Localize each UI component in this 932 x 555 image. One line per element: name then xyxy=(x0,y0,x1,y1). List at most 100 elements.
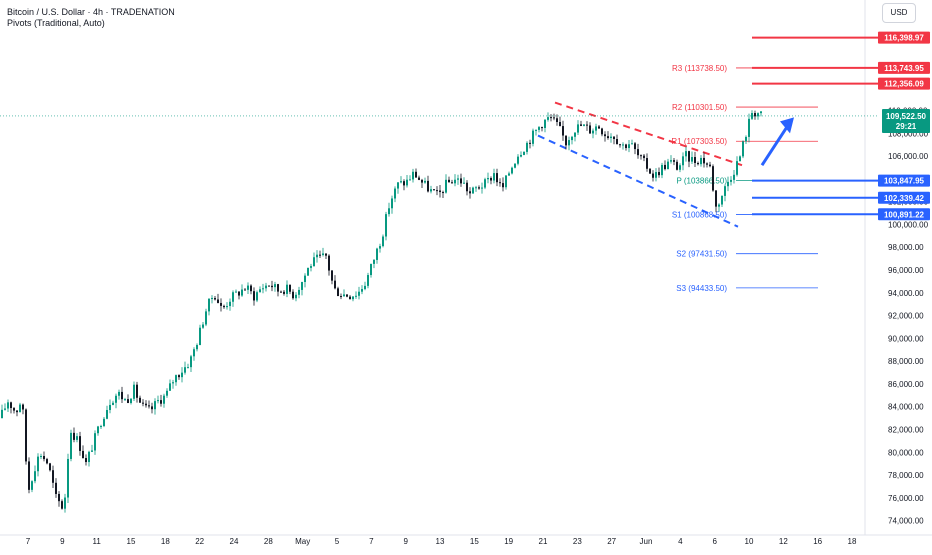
x-tick-label: May xyxy=(295,537,310,546)
candle-body xyxy=(760,111,762,114)
candle-body xyxy=(151,406,153,410)
candle-body xyxy=(427,180,429,192)
y-tick-label: 94,000.00 xyxy=(888,289,924,298)
candle-body xyxy=(712,166,714,191)
candle-body xyxy=(562,126,564,136)
candle-body xyxy=(385,214,387,237)
candle-body xyxy=(169,383,171,391)
candle-body xyxy=(484,179,486,188)
level-price-tag-label: 102,339.42 xyxy=(884,194,925,203)
candle-body xyxy=(454,179,456,184)
candle-body xyxy=(667,161,669,170)
candle-body xyxy=(619,144,621,146)
candle-body xyxy=(493,173,495,181)
level-price-tag xyxy=(878,191,930,204)
level-price-tag-label: 103,847.95 xyxy=(884,177,925,186)
candle-body xyxy=(118,391,120,396)
pivot-label-r3: R3 (113738.50) xyxy=(672,64,727,73)
currency-button[interactable]: USD xyxy=(882,3,916,23)
candle-body xyxy=(250,285,252,292)
candle-body xyxy=(358,291,360,296)
candle-body xyxy=(691,157,693,162)
candle-body xyxy=(553,117,555,119)
x-tick-label: Jun xyxy=(640,537,653,546)
candle-body xyxy=(112,402,114,405)
candle-body xyxy=(322,253,324,255)
candle-body xyxy=(361,289,363,292)
candle-body xyxy=(751,113,753,119)
candle-body xyxy=(16,410,18,413)
candle-body xyxy=(580,124,582,126)
candle-body xyxy=(430,189,432,192)
candle-body xyxy=(403,181,405,186)
candle-body xyxy=(163,395,165,404)
candle-body xyxy=(355,295,357,297)
x-tick-label: 9 xyxy=(403,537,408,546)
x-tick-label: 18 xyxy=(848,537,857,546)
candle-body xyxy=(448,179,450,183)
candle-body xyxy=(175,375,177,383)
candle-body xyxy=(232,292,234,302)
candle-body xyxy=(280,291,282,293)
candle-body xyxy=(10,402,12,409)
level-price-tag xyxy=(878,208,930,221)
time-axis: 7 9 11 15 18 22 24 28 May 5 7 9 13 15 19 21 23 27 Jun 4 6 10 1… xyxy=(26,537,857,546)
y-tick-label: 106,000.00 xyxy=(888,152,929,161)
candle-body xyxy=(607,136,609,139)
candle-body xyxy=(718,204,720,207)
pivot-label-r1: R1 (107303.50) xyxy=(671,137,727,146)
x-tick-label: 7 xyxy=(26,537,31,546)
arrow-head-icon[interactable] xyxy=(780,117,794,134)
candle-body xyxy=(745,136,747,142)
candle-body xyxy=(139,397,141,403)
candle-body xyxy=(85,458,87,463)
candle-body xyxy=(625,144,627,149)
x-tick-label: 10 xyxy=(745,537,754,546)
candle-body xyxy=(253,291,255,301)
candle-body xyxy=(388,208,390,215)
candle-body xyxy=(292,291,294,299)
y-tick-label: 78,000.00 xyxy=(888,471,924,480)
candle-body xyxy=(190,356,192,368)
candle-body xyxy=(79,436,81,451)
candle-body xyxy=(487,178,489,180)
candle-body xyxy=(121,391,123,400)
candle-body xyxy=(535,129,537,131)
indicator-label[interactable]: Pivots (Traditional, Auto) xyxy=(7,18,105,28)
candle-body xyxy=(730,179,732,182)
x-tick-label: 19 xyxy=(504,537,513,546)
y-tick-label: 108,000.00 xyxy=(888,129,929,138)
candle-body xyxy=(586,124,588,126)
candle-body xyxy=(412,171,414,180)
candle-body xyxy=(376,248,378,260)
candle-body xyxy=(268,285,270,287)
arrow-shaft[interactable] xyxy=(760,124,790,167)
y-tick-label: 98,000.00 xyxy=(888,243,924,252)
candle-body xyxy=(349,296,351,300)
x-tick-label: 16 xyxy=(813,537,822,546)
candle-body xyxy=(148,405,150,407)
channel-upper-line[interactable] xyxy=(554,101,743,167)
candle-body xyxy=(220,302,222,306)
candle-body xyxy=(133,384,135,399)
candle-body xyxy=(217,299,219,303)
candle-body xyxy=(196,345,198,350)
current-price-tag[interactable] xyxy=(882,108,930,133)
candle-body xyxy=(166,390,168,396)
pivot-label-s1: S1 (100868.50) xyxy=(672,211,727,220)
candle-body xyxy=(37,456,39,472)
channel-lower-line[interactable] xyxy=(537,134,739,228)
countdown-label: 29:21 xyxy=(896,122,917,131)
candle-body xyxy=(61,501,63,509)
candle-body xyxy=(235,291,237,293)
candle-body xyxy=(394,188,396,199)
candle-body xyxy=(193,349,195,357)
candle-body xyxy=(466,182,468,192)
candle-body xyxy=(679,165,681,170)
candle-body xyxy=(469,191,471,194)
candle-body xyxy=(406,179,408,186)
candle-body xyxy=(664,164,666,170)
candle-body xyxy=(7,402,9,409)
